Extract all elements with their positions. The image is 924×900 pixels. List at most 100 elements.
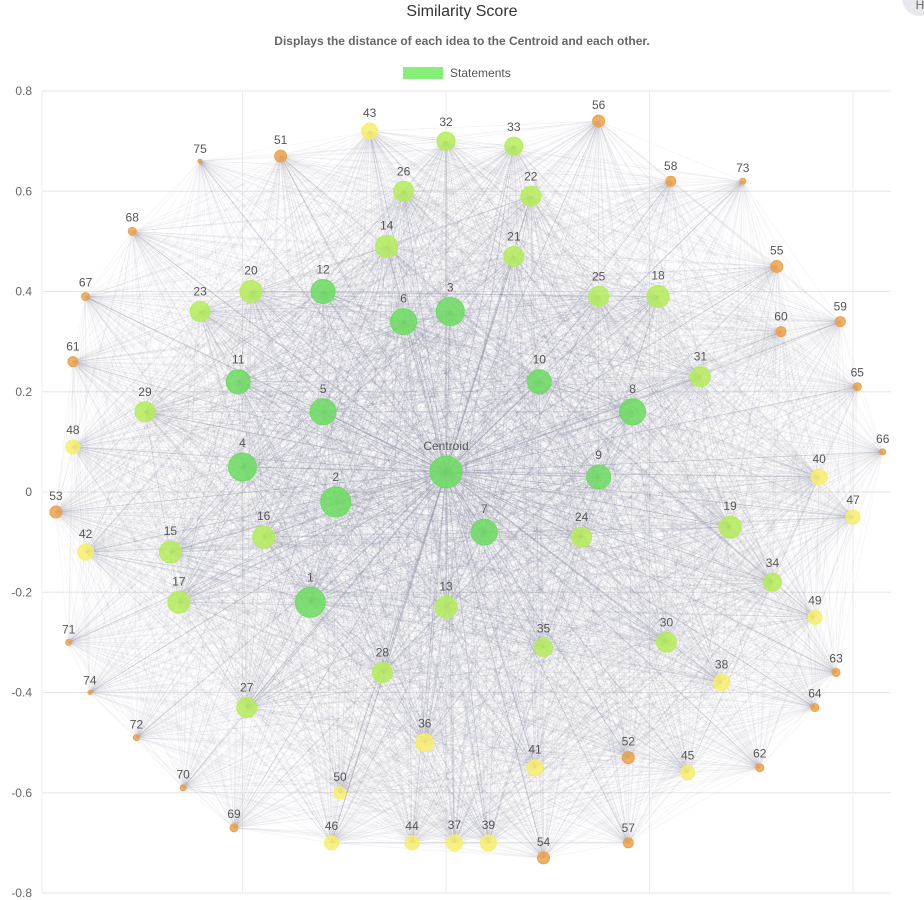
statement-point-24[interactable] xyxy=(571,526,593,548)
statement-point-45[interactable] xyxy=(680,765,696,781)
statement-point-32[interactable] xyxy=(436,131,456,151)
statement-point-57[interactable] xyxy=(622,837,634,849)
statement-point-62[interactable] xyxy=(755,763,765,773)
statement-point-30[interactable] xyxy=(655,631,677,653)
statement-point-36[interactable] xyxy=(415,733,435,753)
similarity-edge xyxy=(242,256,515,468)
statement-point-69[interactable] xyxy=(229,823,239,833)
statement-point-12[interactable] xyxy=(310,279,336,304)
statement-point-51[interactable] xyxy=(274,149,288,163)
statement-point-37[interactable] xyxy=(445,834,463,852)
statement-point-47[interactable] xyxy=(845,509,861,525)
similarity-edge xyxy=(742,180,841,322)
statement-point-40[interactable] xyxy=(810,468,828,486)
statement-point-75[interactable] xyxy=(197,158,203,164)
statement-point-16[interactable] xyxy=(252,525,276,549)
similarity-edge xyxy=(199,311,235,828)
statement-point-6[interactable] xyxy=(390,308,418,336)
statement-point-29[interactable] xyxy=(134,401,156,423)
statement-point-33[interactable] xyxy=(504,136,524,156)
similarity-edge xyxy=(199,160,722,683)
statement-point-38[interactable] xyxy=(713,673,731,691)
statement-point-21[interactable] xyxy=(503,245,525,267)
similarity-edge xyxy=(445,471,599,478)
similarity-edge xyxy=(382,246,388,673)
similarity-edge xyxy=(780,321,841,332)
similarity-edge xyxy=(85,291,251,297)
statement-point-63[interactable] xyxy=(831,667,841,677)
similarity-edge xyxy=(403,195,532,322)
statement-point-2[interactable] xyxy=(320,486,352,518)
similarity-edge xyxy=(445,140,514,147)
centroid-point[interactable] xyxy=(429,455,463,489)
statement-point-20[interactable] xyxy=(239,280,263,303)
statement-point-67[interactable] xyxy=(81,292,91,302)
statement-point-28[interactable] xyxy=(371,661,393,683)
similarity-edge xyxy=(68,526,731,643)
statement-point-4[interactable] xyxy=(227,452,257,482)
statement-point-50[interactable] xyxy=(333,786,347,800)
statement-point-54[interactable] xyxy=(537,851,551,865)
similarity-edge xyxy=(322,411,485,533)
similarity-edge xyxy=(233,516,854,829)
statement-point-15[interactable] xyxy=(158,540,182,564)
statement-point-26[interactable] xyxy=(393,180,415,202)
statement-point-60[interactable] xyxy=(775,326,787,338)
statement-point-71[interactable] xyxy=(65,638,73,646)
statement-point-13[interactable] xyxy=(434,595,458,619)
statement-point-18[interactable] xyxy=(646,285,670,309)
statement-point-42[interactable] xyxy=(77,543,95,561)
statement-point-39[interactable] xyxy=(479,834,497,852)
statement-point-5[interactable] xyxy=(309,398,337,426)
similarity-edge xyxy=(382,120,600,673)
statement-point-8[interactable] xyxy=(619,398,647,426)
statement-point-66[interactable] xyxy=(879,448,887,456)
statement-point-70[interactable] xyxy=(179,784,187,792)
statement-point-41[interactable] xyxy=(526,759,544,777)
statement-point-55[interactable] xyxy=(770,259,784,273)
statement-point-10[interactable] xyxy=(526,369,552,395)
similarity-edge xyxy=(513,145,659,297)
similarity-edge xyxy=(484,516,854,533)
statement-point-59[interactable] xyxy=(834,316,846,328)
similarity-edge xyxy=(403,321,489,843)
legend[interactable]: Statements xyxy=(403,66,511,80)
statement-point-48[interactable] xyxy=(65,439,81,455)
statement-point-34[interactable] xyxy=(762,572,782,592)
similarity-edge xyxy=(263,321,404,538)
statement-point-58[interactable] xyxy=(665,175,677,187)
statement-point-52[interactable] xyxy=(621,751,635,765)
statement-point-1[interactable] xyxy=(294,586,326,618)
statement-point-9[interactable] xyxy=(586,464,612,490)
statement-point-46[interactable] xyxy=(324,835,340,851)
statement-point-17[interactable] xyxy=(167,590,191,614)
statement-point-3[interactable] xyxy=(435,297,465,327)
similarity-edge xyxy=(335,311,451,503)
statement-point-44[interactable] xyxy=(404,835,420,851)
statement-point-61[interactable] xyxy=(67,356,79,368)
statement-point-22[interactable] xyxy=(520,185,542,207)
statement-point-25[interactable] xyxy=(588,286,610,308)
statement-point-14[interactable] xyxy=(375,234,399,258)
statement-point-35[interactable] xyxy=(534,637,554,657)
statement-point-73[interactable] xyxy=(739,177,747,185)
statement-point-19[interactable] xyxy=(718,515,742,539)
statement-point-11[interactable] xyxy=(225,369,251,395)
statement-point-23[interactable] xyxy=(189,301,211,323)
similarity-edge xyxy=(382,672,760,769)
statement-point-64[interactable] xyxy=(810,703,820,713)
similarity-edge xyxy=(183,742,425,789)
statement-point-31[interactable] xyxy=(689,366,711,388)
statement-point-49[interactable] xyxy=(807,609,823,625)
statement-point-27[interactable] xyxy=(236,697,258,719)
statement-point-74[interactable] xyxy=(87,690,93,695)
similarity-edge xyxy=(772,386,858,583)
statement-point-43[interactable] xyxy=(361,122,379,140)
statement-point-7[interactable] xyxy=(470,518,498,546)
statement-point-65[interactable] xyxy=(852,382,862,392)
statement-point-72[interactable] xyxy=(132,734,140,742)
statement-point-56[interactable] xyxy=(592,114,606,128)
statement-point-68[interactable] xyxy=(127,226,137,236)
similarity-edge xyxy=(657,296,883,453)
statement-point-53[interactable] xyxy=(49,505,63,519)
